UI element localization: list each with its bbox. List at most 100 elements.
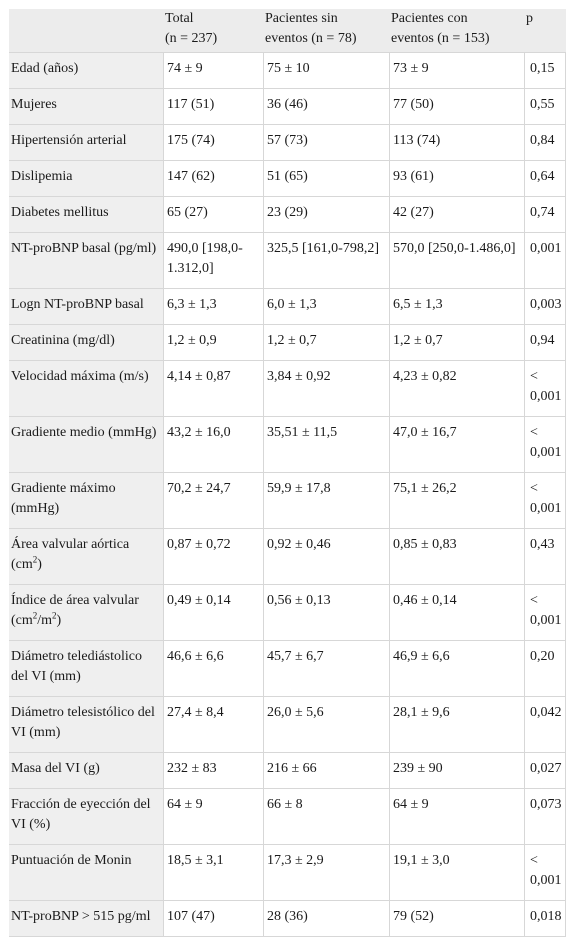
cell-sin-eventos: 1,2 ± 0,7 xyxy=(263,324,389,360)
cell-sin-eventos: 0,92 ± 0,46 xyxy=(263,528,389,584)
cell-con-eventos: 75,1 ± 26,2 xyxy=(389,472,524,528)
row-label: Diámetro telediástolico del VI (mm) xyxy=(9,640,163,696)
cell-p: 0,84 xyxy=(524,124,566,160)
cell-sin-eventos: 6,0 ± 1,3 xyxy=(263,288,389,324)
table-row: Gradiente máximo (mmHg) 70,2 ± 24,7 59,9… xyxy=(9,472,566,528)
cell-con-eventos: 42 (27) xyxy=(389,196,524,232)
header-label-col xyxy=(9,9,163,52)
cell-total: 1,2 ± 0,9 xyxy=(163,324,263,360)
cell-p: 0,94 xyxy=(524,324,566,360)
cell-con-eventos: 47,0 ± 16,7 xyxy=(389,416,524,472)
cell-con-eventos: 93 (61) xyxy=(389,160,524,196)
cell-p: 0,003 xyxy=(524,288,566,324)
cell-p: 0,43 xyxy=(524,528,566,584)
cell-p: < 0,001 xyxy=(524,416,566,472)
cell-total: 74 ± 9 xyxy=(163,52,263,88)
cell-sin-eventos: 59,9 ± 17,8 xyxy=(263,472,389,528)
table-row: Área valvular aórtica (cm2) 0,87 ± 0,72 … xyxy=(9,528,566,584)
cell-con-eventos: 570,0 [250,0-1.486,0] xyxy=(389,232,524,288)
data-table-container: Total (n = 237) Pacientes sin eventos (n… xyxy=(9,9,566,937)
cell-p: 0,74 xyxy=(524,196,566,232)
header-row: Total (n = 237) Pacientes sin eventos (n… xyxy=(9,9,566,52)
cell-sin-eventos: 28 (36) xyxy=(263,900,389,937)
cell-p: 0,20 xyxy=(524,640,566,696)
table-row: Diabetes mellitus 65 (27) 23 (29) 42 (27… xyxy=(9,196,566,232)
cell-con-eventos: 0,85 ± 0,83 xyxy=(389,528,524,584)
row-label: Diámetro telesistólico del VI (mm) xyxy=(9,696,163,752)
cell-con-eventos: 4,23 ± 0,82 xyxy=(389,360,524,416)
cell-p: < 0,001 xyxy=(524,844,566,900)
row-label: Diabetes mellitus xyxy=(9,196,163,232)
cell-sin-eventos: 57 (73) xyxy=(263,124,389,160)
cell-total: 175 (74) xyxy=(163,124,263,160)
cell-sin-eventos: 35,51 ± 11,5 xyxy=(263,416,389,472)
cell-p: < 0,001 xyxy=(524,472,566,528)
table-row: Masa del VI (g) 232 ± 83 216 ± 66 239 ± … xyxy=(9,752,566,788)
baseline-characteristics-table: Total (n = 237) Pacientes sin eventos (n… xyxy=(9,9,566,937)
cell-sin-eventos: 3,84 ± 0,92 xyxy=(263,360,389,416)
cell-con-eventos: 113 (74) xyxy=(389,124,524,160)
cell-sin-eventos: 36 (46) xyxy=(263,88,389,124)
cell-con-eventos: 0,46 ± 0,14 xyxy=(389,584,524,640)
cell-total: 490,0 [198,0-1.312,0] xyxy=(163,232,263,288)
cell-con-eventos: 1,2 ± 0,7 xyxy=(389,324,524,360)
cell-total: 27,4 ± 8,4 xyxy=(163,696,263,752)
cell-sin-eventos: 45,7 ± 6,7 xyxy=(263,640,389,696)
cell-sin-eventos: 325,5 [161,0-798,2] xyxy=(263,232,389,288)
cell-sin-eventos: 0,56 ± 0,13 xyxy=(263,584,389,640)
table-row: Dislipemia 147 (62) 51 (65) 93 (61) 0,64 xyxy=(9,160,566,196)
cell-con-eventos: 239 ± 90 xyxy=(389,752,524,788)
row-label: Área valvular aórtica (cm2) xyxy=(9,528,163,584)
table-row: Velocidad máxima (m/s) 4,14 ± 0,87 3,84 … xyxy=(9,360,566,416)
row-label: NT-proBNP basal (pg/ml) xyxy=(9,232,163,288)
cell-con-eventos: 77 (50) xyxy=(389,88,524,124)
row-label: Gradiente máximo (mmHg) xyxy=(9,472,163,528)
cell-total: 65 (27) xyxy=(163,196,263,232)
table-row: Diámetro telediástolico del VI (mm) 46,6… xyxy=(9,640,566,696)
table-row: Hipertensión arterial 175 (74) 57 (73) 1… xyxy=(9,124,566,160)
table-row: Logn NT-proBNP basal 6,3 ± 1,3 6,0 ± 1,3… xyxy=(9,288,566,324)
cell-con-eventos: 64 ± 9 xyxy=(389,788,524,844)
cell-total: 107 (47) xyxy=(163,900,263,937)
cell-total: 4,14 ± 0,87 xyxy=(163,360,263,416)
cell-p: 0,018 xyxy=(524,900,566,937)
cell-sin-eventos: 216 ± 66 xyxy=(263,752,389,788)
cell-con-eventos: 28,1 ± 9,6 xyxy=(389,696,524,752)
table-row: Diámetro telesistólico del VI (mm) 27,4 … xyxy=(9,696,566,752)
row-label: NT-proBNP > 515 pg/ml xyxy=(9,900,163,937)
cell-p: 0,001 xyxy=(524,232,566,288)
cell-total: 46,6 ± 6,6 xyxy=(163,640,263,696)
cell-p: 0,042 xyxy=(524,696,566,752)
row-label: Puntuación de Monin xyxy=(9,844,163,900)
row-label: Logn NT-proBNP basal xyxy=(9,288,163,324)
cell-p: 0,15 xyxy=(524,52,566,88)
cell-total: 70,2 ± 24,7 xyxy=(163,472,263,528)
header-con-eventos: Pacientes con eventos (n = 153) xyxy=(389,9,524,52)
cell-con-eventos: 19,1 ± 3,0 xyxy=(389,844,524,900)
table-row: NT-proBNP > 515 pg/ml 107 (47) 28 (36) 7… xyxy=(9,900,566,937)
row-label: Índice de área valvular (cm2/m2) xyxy=(9,584,163,640)
cell-p: 0,073 xyxy=(524,788,566,844)
table-row: NT-proBNP basal (pg/ml) 490,0 [198,0-1.3… xyxy=(9,232,566,288)
row-label: Dislipemia xyxy=(9,160,163,196)
cell-total: 64 ± 9 xyxy=(163,788,263,844)
table-row: Fracción de eyección del VI (%) 64 ± 9 6… xyxy=(9,788,566,844)
cell-total: 0,87 ± 0,72 xyxy=(163,528,263,584)
header-total: Total (n = 237) xyxy=(163,9,263,52)
table-row: Índice de área valvular (cm2/m2) 0,49 ± … xyxy=(9,584,566,640)
row-label: Hipertensión arterial xyxy=(9,124,163,160)
row-label: Velocidad máxima (m/s) xyxy=(9,360,163,416)
cell-p: < 0,001 xyxy=(524,584,566,640)
cell-sin-eventos: 23 (29) xyxy=(263,196,389,232)
table-row: Mujeres 117 (51) 36 (46) 77 (50) 0,55 xyxy=(9,88,566,124)
cell-sin-eventos: 51 (65) xyxy=(263,160,389,196)
table-row: Creatinina (mg/dl) 1,2 ± 0,9 1,2 ± 0,7 1… xyxy=(9,324,566,360)
cell-con-eventos: 6,5 ± 1,3 xyxy=(389,288,524,324)
cell-sin-eventos: 26,0 ± 5,6 xyxy=(263,696,389,752)
cell-total: 6,3 ± 1,3 xyxy=(163,288,263,324)
cell-sin-eventos: 17,3 ± 2,9 xyxy=(263,844,389,900)
row-label: Gradiente medio (mmHg) xyxy=(9,416,163,472)
cell-total: 0,49 ± 0,14 xyxy=(163,584,263,640)
cell-con-eventos: 46,9 ± 6,6 xyxy=(389,640,524,696)
row-label: Creatinina (mg/dl) xyxy=(9,324,163,360)
